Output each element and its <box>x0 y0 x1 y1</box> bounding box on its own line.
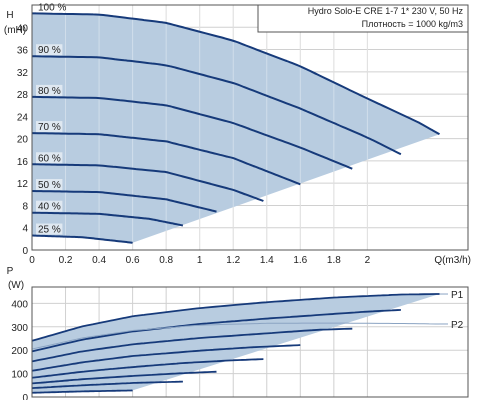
head-curve-70-percent <box>31 132 301 186</box>
y-tick-label: 32 <box>17 68 29 79</box>
curve-label-bg <box>36 121 63 133</box>
power-curve <box>31 370 217 385</box>
power-curve <box>31 389 133 394</box>
curve-label-p1: P1 <box>451 290 464 301</box>
info-box <box>257 4 469 33</box>
y-tick-label: 400 <box>11 299 28 310</box>
info-pump-model: Hydro Solo-E CRE 1-7 1* 230 V, 50 Hz <box>308 6 464 16</box>
curve-label-40-percent: 40 % <box>38 202 61 213</box>
curve-label-bg <box>36 178 63 190</box>
head-curve-25-percent <box>31 234 133 244</box>
head-curve-100-percent <box>31 12 441 136</box>
x-tick-label: 1 <box>197 255 203 266</box>
power-curve <box>31 309 401 353</box>
y-tick-label: 4 <box>22 224 28 235</box>
info-density: Плотность = 1000 kg/m3 <box>362 19 463 29</box>
curve-label-bg <box>36 152 63 164</box>
power-chart: P1 P2 0 100 200 300 400 P (W) <box>7 266 469 404</box>
power-range-area <box>32 294 440 393</box>
y-tick-label: 200 <box>11 346 28 357</box>
y-tick-label: 0 <box>22 393 28 400</box>
x-tick-label: 1.8 <box>327 255 341 266</box>
curve-label-bg <box>36 84 63 96</box>
x-tick-label: 1.2 <box>226 255 240 266</box>
y-axis-unit-power: (W) <box>8 280 24 291</box>
curve-label-70-percent: 70 % <box>38 122 61 133</box>
head-curve-60-percent <box>32 163 264 202</box>
y-tick-label: 40 <box>17 23 29 34</box>
power-curve <box>31 344 301 372</box>
x-tick-label: 0 <box>29 255 35 266</box>
plot-frame <box>31 4 469 251</box>
curve-label-90-percent: 90 % <box>38 45 61 56</box>
power-curve-p2 <box>31 322 440 350</box>
curve-label-bg <box>36 223 63 235</box>
head-curve-80-percent <box>31 95 353 170</box>
x-tick-label: 1.4 <box>260 255 274 266</box>
x-axis-title: Q(m3/h) <box>434 255 471 266</box>
plot-frame <box>31 286 469 398</box>
power-curve-p1 <box>31 293 440 342</box>
y-tick-label: 0 <box>22 246 28 257</box>
y-tick-label: 24 <box>17 112 29 123</box>
y-axis-unit-head: (mH) <box>4 25 26 36</box>
head-chart: 100 %90 %80 %70 %60 %50 %40 %25 %0481216… <box>4 1 471 266</box>
x-tick-label: 2 <box>365 255 371 266</box>
curve-label-bg <box>36 1 68 13</box>
y-tick-label: 12 <box>17 179 29 190</box>
head-curve-40-percent <box>31 211 184 227</box>
head-curve-90-percent <box>31 55 402 156</box>
y-tick-label: 16 <box>17 157 29 168</box>
y-tick-label: 300 <box>11 323 28 334</box>
head-curve-50-percent <box>31 190 217 213</box>
curve-label-50-percent: 50 % <box>38 180 61 191</box>
curve-label-25-percent: 25 % <box>38 225 61 236</box>
x-tick-label: 0.8 <box>159 255 173 266</box>
curve-label-bg <box>36 200 63 212</box>
y-tick-label: 36 <box>17 46 29 57</box>
curve-label-100-percent: 100 % <box>38 2 66 13</box>
power-curve <box>31 358 264 379</box>
curve-label-60-percent: 60 % <box>38 153 61 164</box>
y-tick-label: 20 <box>17 135 29 146</box>
x-tick-label: 0.6 <box>126 255 140 266</box>
x-tick-label: 1.6 <box>293 255 307 266</box>
operating-range-area <box>32 13 440 243</box>
y-tick-label: 8 <box>22 201 28 212</box>
x-tick-label: 0.2 <box>59 255 73 266</box>
curve-label-p2: P2 <box>451 320 464 331</box>
y-axis-title-head: H <box>6 10 13 21</box>
y-axis-title-power: P <box>7 266 14 277</box>
curve-label-bg <box>36 44 63 56</box>
curve-label-80-percent: 80 % <box>38 86 61 97</box>
x-tick-label: 0.4 <box>92 255 106 266</box>
power-curve <box>31 380 183 389</box>
y-tick-label: 100 <box>11 370 28 381</box>
y-tick-label: 28 <box>17 90 29 101</box>
power-curve <box>31 327 353 363</box>
